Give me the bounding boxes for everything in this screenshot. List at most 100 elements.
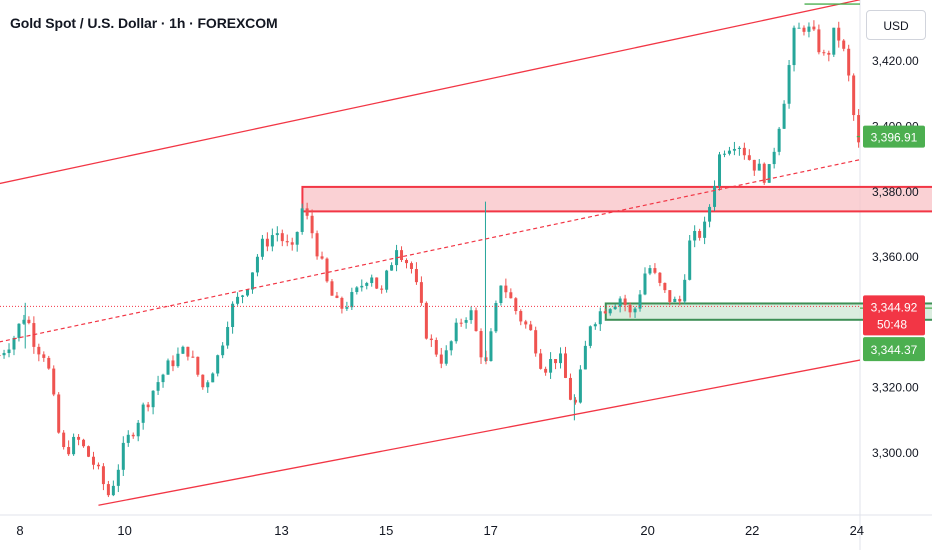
candle-body xyxy=(464,320,468,323)
candle-body xyxy=(648,268,652,274)
candle-body xyxy=(703,221,707,238)
candle-body xyxy=(519,311,523,322)
candle-body xyxy=(320,256,324,259)
candle-body xyxy=(325,258,329,282)
candle-body xyxy=(618,298,622,307)
candle-body xyxy=(241,295,245,297)
candle-body xyxy=(902,222,905,232)
candle-body xyxy=(146,404,150,408)
candle-body xyxy=(275,233,279,236)
candle-body xyxy=(678,298,682,302)
candle-body xyxy=(265,238,269,247)
resistance-zone[interactable] xyxy=(301,185,932,213)
candle-body xyxy=(156,382,160,391)
candle-body xyxy=(623,298,627,305)
candle-body xyxy=(742,147,746,156)
candle-body xyxy=(852,75,856,116)
candle-body xyxy=(42,354,46,358)
candle-body xyxy=(47,357,51,369)
candle-body xyxy=(539,353,543,369)
candle-body xyxy=(360,285,364,288)
support-price-badge-bg xyxy=(863,337,925,362)
time-tick-label: 24 xyxy=(850,523,864,538)
candle-body xyxy=(375,277,379,289)
candle-body xyxy=(688,240,692,280)
candle-body xyxy=(161,374,165,383)
candle-body xyxy=(414,268,418,283)
candle-body xyxy=(907,222,910,233)
candle-body xyxy=(509,292,513,299)
candle-body xyxy=(404,260,408,264)
candle-body xyxy=(221,345,225,356)
candle-body xyxy=(454,322,458,342)
candle-body xyxy=(340,297,344,309)
candle-body xyxy=(22,319,26,324)
candle-body xyxy=(534,330,538,354)
candle-body xyxy=(186,346,190,357)
candle-body xyxy=(91,456,95,465)
candle-body xyxy=(121,442,125,470)
candle-body xyxy=(757,163,761,171)
candle-body xyxy=(683,279,687,302)
candle-body xyxy=(191,356,195,358)
candle-body xyxy=(877,174,880,175)
candle-body xyxy=(494,303,498,332)
price-tick-label: 3,380.00 xyxy=(872,185,919,199)
candle-body xyxy=(559,353,563,364)
candle-body xyxy=(767,164,771,183)
candle-body xyxy=(573,399,577,403)
candle-body xyxy=(231,303,235,327)
candle-body xyxy=(305,208,309,216)
candle-body xyxy=(285,241,289,243)
candle-body xyxy=(211,373,215,383)
candle-body xyxy=(270,235,274,247)
candle-body xyxy=(206,382,210,388)
candle-body xyxy=(370,277,374,284)
candle-body xyxy=(628,304,632,313)
candle-body xyxy=(111,485,115,496)
candle-body xyxy=(216,355,220,374)
candle-body xyxy=(698,230,702,238)
candle-body xyxy=(77,436,81,440)
candle-body xyxy=(469,310,473,321)
candle-body xyxy=(608,309,612,314)
candle-body xyxy=(549,359,553,373)
time-tick-label: 17 xyxy=(483,523,497,538)
currency-selector[interactable]: USD xyxy=(866,10,926,40)
candle-body xyxy=(514,298,518,312)
candle-body xyxy=(663,282,667,291)
candle-body xyxy=(141,404,145,423)
candle-body xyxy=(544,368,548,373)
candle-body xyxy=(0,355,1,357)
candle-body xyxy=(315,233,319,257)
candle-body xyxy=(847,48,851,76)
candle-body xyxy=(762,163,766,183)
candle-body xyxy=(772,151,776,165)
candle-body xyxy=(638,294,642,309)
candle-body xyxy=(87,446,91,457)
candle-body xyxy=(439,354,443,364)
candle-body xyxy=(96,464,100,467)
candle-body xyxy=(330,281,334,296)
candle-body xyxy=(131,434,135,437)
candle-body xyxy=(499,285,503,304)
candle-body xyxy=(419,282,423,303)
candle-body xyxy=(872,173,875,174)
channel-lower-line[interactable] xyxy=(98,298,932,506)
candle-body xyxy=(355,287,359,293)
candle-body xyxy=(643,273,647,295)
candle-body xyxy=(57,394,61,433)
candle-body xyxy=(390,265,394,271)
candle-body xyxy=(12,337,16,350)
candle-body xyxy=(727,150,731,154)
candle-body xyxy=(588,326,592,346)
candle-body xyxy=(812,26,816,30)
candle-body xyxy=(842,40,846,49)
candle-body xyxy=(62,432,66,448)
candle-body xyxy=(196,356,200,375)
candle-body xyxy=(434,340,438,355)
channel-upper-line[interactable] xyxy=(0,0,893,185)
candle-body xyxy=(310,215,314,234)
price-tick-label: 3,360.00 xyxy=(872,250,919,264)
